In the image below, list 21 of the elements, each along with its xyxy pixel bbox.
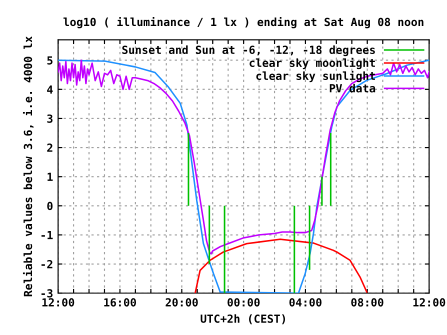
chart-title: log10 ( illuminance / 1 lx ) ending at Sat Aug 08 noon bbox=[63, 16, 424, 28]
x-tick-label: 12:00 bbox=[42, 298, 74, 307]
y-tick-label: 0 bbox=[47, 202, 53, 210]
y-tick-label: -1 bbox=[42, 231, 53, 240]
y-tick-label: 5 bbox=[47, 56, 52, 65]
legend-label: clear sky moonlight bbox=[250, 58, 375, 70]
x-tick-label: 00:00 bbox=[228, 298, 260, 307]
y-axis-title: Reliable values below 3.6, i.e. 4000 lx bbox=[22, 36, 34, 296]
y-tick-label: -2 bbox=[42, 260, 52, 268]
y-tick-label: 2 bbox=[47, 144, 52, 152]
x-tick-label: 12:00 bbox=[413, 298, 446, 307]
x-tick-label: 20:00 bbox=[166, 298, 198, 307]
x-tick-label: 04:00 bbox=[289, 298, 322, 307]
x-tick-label: 16:00 bbox=[104, 298, 136, 307]
y-tick-label: 1 bbox=[48, 172, 53, 181]
x-tick-label: 08:00 bbox=[351, 298, 384, 307]
x-axis-title: UTC+2h (CEST) bbox=[200, 314, 286, 324]
legend-label: Sunset and Sun at -6, -12, -18 degrees bbox=[122, 45, 375, 56]
y-tick-label: -3 bbox=[42, 289, 53, 298]
y-tick-label: 4 bbox=[47, 85, 53, 94]
y-tick-label: 3 bbox=[47, 114, 53, 123]
